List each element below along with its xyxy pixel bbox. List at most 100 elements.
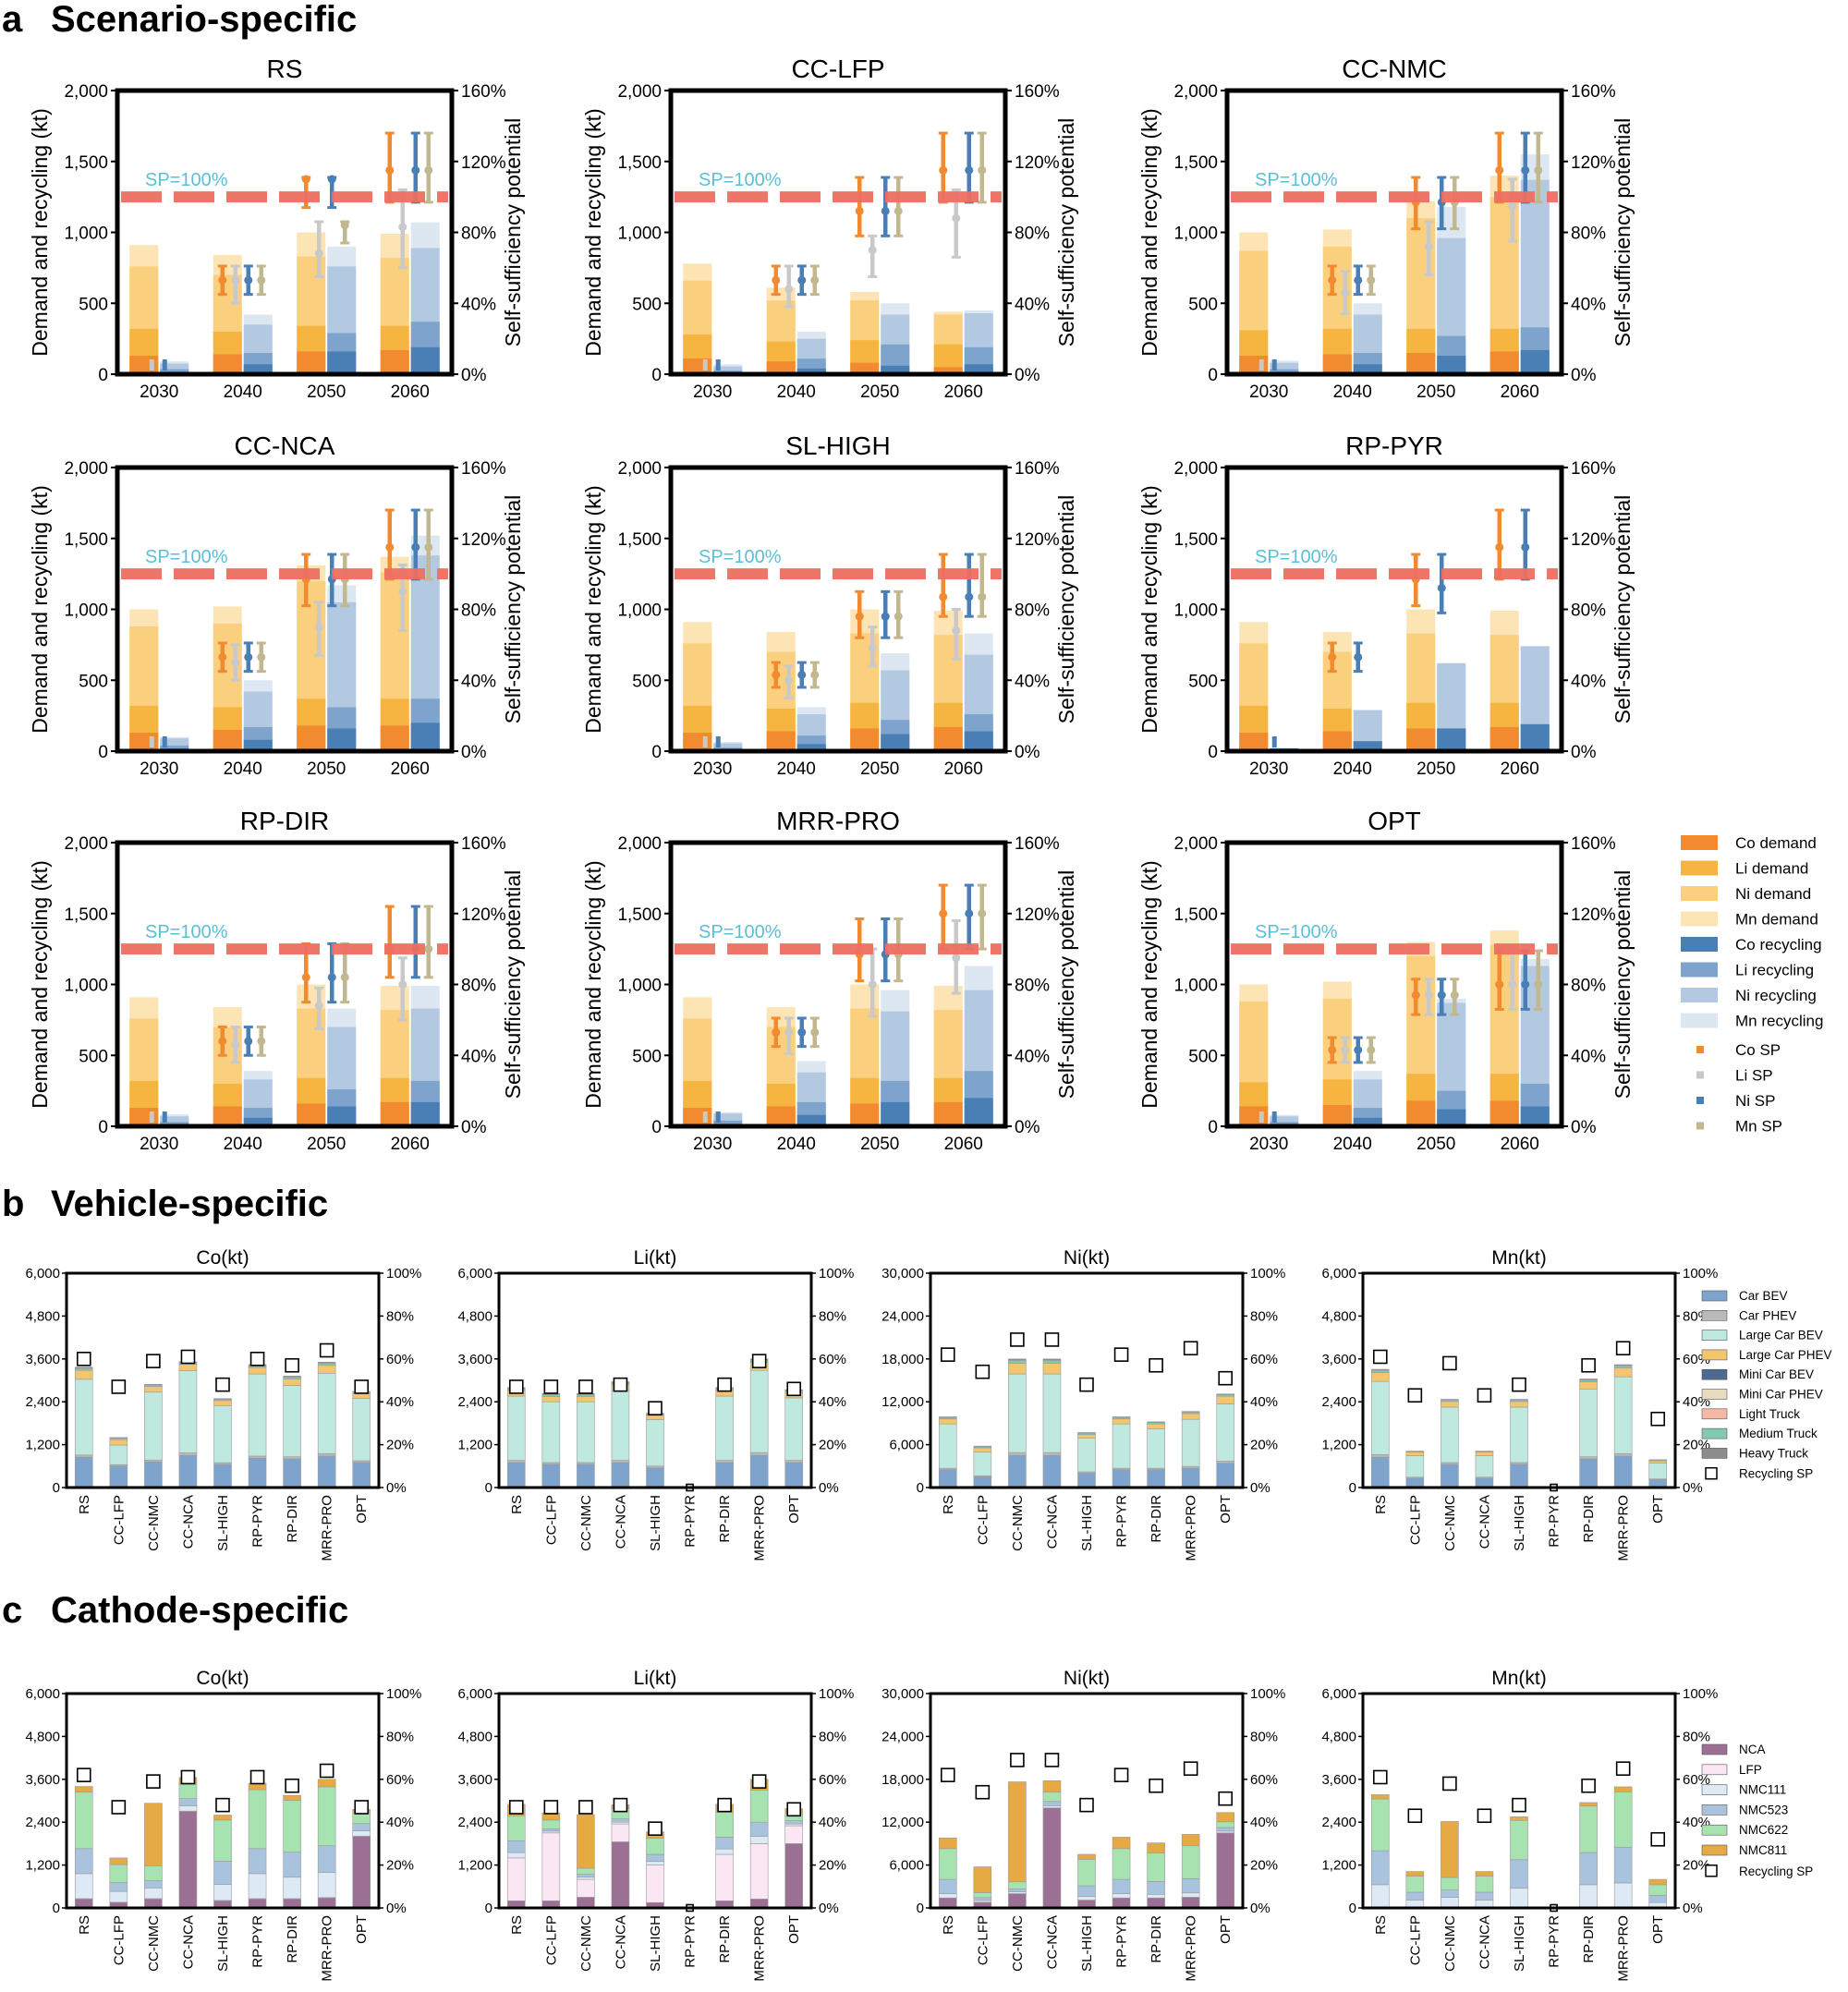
y2-tick-label: 40% (386, 1394, 414, 1410)
panel-frame (929, 1271, 1245, 1489)
bar-segment-large-car-phev (646, 1415, 664, 1420)
recycling-sp-marker (1407, 1388, 1423, 1403)
bar-segment-car-bev (352, 1462, 371, 1488)
sp-point-ni (244, 652, 253, 662)
bar-segment-nca (1042, 1807, 1062, 1909)
legend-label-lfp: LFP (1739, 1763, 1762, 1777)
sp-point-li (1341, 1045, 1350, 1054)
sp-point-co (939, 592, 948, 601)
bar-segment-lfp (646, 1864, 664, 1903)
bar-segment-car-phev (1216, 1461, 1235, 1464)
bar-segment-car-phev (715, 1460, 734, 1464)
sp-point-mn (1450, 990, 1459, 1000)
demand-bar-co (850, 1103, 880, 1126)
y2-tick-label: 80% (386, 1729, 414, 1744)
recycling-bar-co (796, 368, 826, 374)
sp-point-mn (978, 592, 987, 601)
bar-segment-nmc622 (973, 1892, 992, 1899)
recycling-sp-marker (215, 1377, 230, 1392)
bar-segment-nmc523 (1405, 1891, 1425, 1901)
sp-point-ni (881, 612, 890, 621)
bar-segment-car-bev (74, 1456, 93, 1488)
x-tick-label: CC-LFP (111, 1915, 127, 1965)
bar-segment-nmc622 (541, 1819, 561, 1829)
bar-segment-nmc811 (283, 1794, 301, 1801)
sp-point-co (385, 165, 395, 175)
demand-bar-co (850, 728, 880, 751)
panel-title: Co(kt) (196, 1247, 249, 1269)
recycling-bar-co (1520, 349, 1550, 374)
y-tick-label: 6,000 (457, 1266, 492, 1281)
bar-segment-large-car-phev (1579, 1381, 1598, 1390)
demand-bar-co (297, 351, 326, 374)
sp-point-li (231, 275, 240, 285)
scenario-panel-mrr-pro: MRR-PRO 0 500 1,000 1,500 2,000 0% 40% 80% 120% 16… (581, 807, 1078, 1154)
recycling-sp-marker (354, 1379, 370, 1394)
y2-tick-label: 60% (1683, 1772, 1710, 1788)
recycling-sp-marker (1183, 1761, 1198, 1776)
bar-segment-car-bev (1181, 1467, 1200, 1488)
bar-segment-large-car-phev (283, 1379, 301, 1386)
bar-segment-car-bev (1077, 1473, 1096, 1488)
y2-tick-label: 0% (461, 366, 487, 385)
recycling-sp-marker (76, 1352, 91, 1366)
panel-frame (115, 465, 455, 754)
y-tick-label: 0 (1208, 1118, 1218, 1137)
y-tick-label: 4,800 (457, 1308, 492, 1324)
x-tick-label: 2030 (140, 1135, 178, 1154)
panel-title: CC-NMC (1342, 55, 1447, 83)
bar-segment-nmc622 (938, 1848, 957, 1880)
y-tick-label: 2,000 (64, 834, 108, 854)
x-tick-label: CC-NCA (180, 1915, 196, 1969)
x-tick-label: OPT (786, 1915, 802, 1944)
y2-tick-label: 100% (1683, 1266, 1718, 1281)
panel-frame (115, 840, 455, 1129)
scenario-panel-sl-high: SL-HIGH 0 500 1,000 1,500 2,000 0% 40% 80% 120% 16… (581, 431, 1078, 779)
bar-segment-nmc523 (1510, 1859, 1528, 1889)
legend-swatch-nmc111 (1701, 1784, 1728, 1795)
y-tick-label: 500 (632, 1047, 662, 1066)
bar-segment-medium-truck (1370, 1369, 1390, 1373)
cathode-panel-ni-kt: Ni(kt) 0 6,000 12,000 18,000 24,000 30,000 0% 20… (881, 1668, 1285, 1982)
legend-label-co-recycling: Co recycling (1735, 936, 1822, 953)
x-tick-label: CC-LFP (543, 1915, 559, 1965)
bar-segment-nmc811 (109, 1857, 128, 1865)
bar-segment-large-car-phev (1648, 1460, 1668, 1464)
y-tick-label: 2,000 (64, 82, 108, 102)
bar-segment-nmc523 (352, 1823, 371, 1831)
sp-point-ni (411, 165, 420, 175)
sp-point-co (1411, 990, 1420, 1000)
y-tick-label: 6,000 (889, 1438, 924, 1453)
recycling-bar-ni (1270, 1116, 1299, 1126)
recycling-sp-marker (354, 1800, 370, 1815)
y-tick-label: 500 (632, 672, 662, 691)
recycling-sp-marker (319, 1342, 334, 1358)
x-tick-label: 2060 (944, 383, 983, 402)
y2-tick-label: 0% (1683, 1480, 1703, 1496)
panel-frame (1361, 1271, 1677, 1489)
bar-segment-nca (352, 1836, 371, 1909)
demand-bar-co (1406, 728, 1436, 751)
bar-segment-car-bev (144, 1461, 163, 1488)
sp-point-li (1508, 980, 1517, 989)
bar-segment-nmc523 (1475, 1891, 1494, 1901)
bar-segment-large-car-bev (178, 1370, 198, 1453)
legend-swatch-recycling-sp (1705, 1864, 1718, 1877)
y2-tick-label: 120% (1015, 153, 1060, 173)
y-tick-label: 2,400 (457, 1815, 492, 1830)
x-tick-label: 2030 (140, 759, 178, 779)
bar-segment-large-car-phev (1181, 1413, 1200, 1420)
legend-label-nmc523: NMC523 (1739, 1803, 1788, 1816)
bar-segment-car-bev (109, 1465, 128, 1488)
recycling-bar-co (1520, 723, 1550, 751)
bar-segment-heavy-truck (317, 1361, 336, 1364)
bar-segment-heavy-truck (283, 1376, 301, 1378)
bar-segment-large-car-bev (352, 1398, 371, 1462)
bar-segment-car-phev (749, 1451, 769, 1456)
bar-segment-heavy-truck (74, 1366, 93, 1369)
y-tick-label: 2,000 (617, 82, 662, 102)
sp-point-co (772, 1027, 781, 1037)
y2-tick-label: 0% (1015, 366, 1040, 385)
recycling-sp-marker (76, 1767, 91, 1782)
bar-segment-nmc811 (1370, 1794, 1390, 1800)
